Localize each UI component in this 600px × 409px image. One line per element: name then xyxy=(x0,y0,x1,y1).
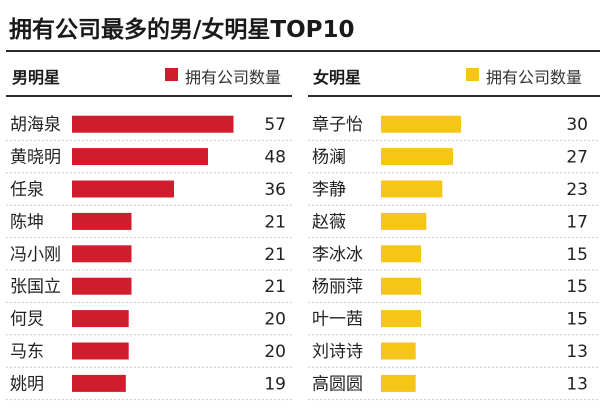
male-category-label: 黄晓明 xyxy=(10,148,61,168)
male-value-label: 36 xyxy=(264,180,286,200)
female-category-label: 刘诗诗 xyxy=(312,342,363,362)
female-bar xyxy=(381,245,421,263)
female-bar xyxy=(381,277,421,295)
female-category-label: 叶一茜 xyxy=(312,310,363,330)
female-bar xyxy=(381,342,416,360)
female-value-label: 15 xyxy=(566,277,588,297)
female-value-label: 15 xyxy=(566,245,588,265)
male-bar xyxy=(72,277,132,295)
male-value-label: 20 xyxy=(264,342,286,362)
male-bar xyxy=(72,212,132,230)
male-category-label: 马东 xyxy=(10,342,44,362)
female-value-label: 13 xyxy=(566,342,588,362)
male-header-rule xyxy=(6,95,292,97)
female-category-label: 章子怡 xyxy=(312,115,363,135)
female-value-label: 17 xyxy=(566,212,588,232)
male-category-label: 张国立 xyxy=(10,277,61,297)
male-value-label: 21 xyxy=(264,277,286,297)
female-category-label: 李冰冰 xyxy=(312,245,363,265)
male-bar xyxy=(72,374,126,392)
male-bar xyxy=(72,310,129,328)
female-value-label: 23 xyxy=(566,180,588,200)
female-bar xyxy=(381,212,427,230)
male-bar xyxy=(72,245,132,263)
male-value-label: 19 xyxy=(264,374,286,394)
male-value-label: 20 xyxy=(264,310,286,330)
female-bar xyxy=(381,148,453,166)
female-panel-header: 女明星 拥有公司数量 xyxy=(313,64,600,90)
male-value-label: 21 xyxy=(264,212,286,232)
female-legend-swatch xyxy=(466,68,479,81)
male-category-label: 胡海泉 xyxy=(10,115,61,135)
male-value-label: 21 xyxy=(264,245,286,265)
male-bar xyxy=(72,115,234,133)
female-bar xyxy=(381,180,443,198)
male-category-label: 冯小刚 xyxy=(10,245,61,265)
title-divider xyxy=(6,50,600,52)
female-value-label: 15 xyxy=(566,310,588,330)
male-category-label: 陈坤 xyxy=(10,212,44,232)
female-bar xyxy=(381,310,421,328)
female-value-label: 27 xyxy=(566,148,588,168)
female-category-label: 赵薇 xyxy=(312,212,346,232)
male-value-label: 57 xyxy=(264,115,286,135)
male-legend-swatch xyxy=(165,68,178,81)
male-bar xyxy=(72,148,208,166)
page-title: 拥有公司最多的男/女明星TOP10 xyxy=(9,17,355,43)
female-category-label: 杨澜 xyxy=(312,148,346,168)
female-category-label: 高圆圆 xyxy=(312,374,363,394)
male-value-label: 48 xyxy=(264,148,286,168)
male-category-label: 姚明 xyxy=(10,374,44,394)
female-panel-title: 女明星 xyxy=(313,68,362,87)
female-category-label: 杨丽萍 xyxy=(312,277,363,297)
female-category-label: 李静 xyxy=(312,180,346,200)
female-value-label: 13 xyxy=(566,374,588,394)
female-bar xyxy=(381,374,416,392)
female-header-rule xyxy=(308,95,600,97)
female-value-label: 30 xyxy=(566,115,588,135)
male-bar xyxy=(72,180,174,198)
male-category-label: 何炅 xyxy=(10,310,44,330)
female-legend-label: 拥有公司数量 xyxy=(486,68,583,87)
male-bar xyxy=(72,342,129,360)
male-legend-label: 拥有公司数量 xyxy=(185,68,282,87)
female-bar xyxy=(381,115,461,133)
male-category-label: 任泉 xyxy=(10,180,44,200)
male-panel-header: 男明星 拥有公司数量 xyxy=(12,64,294,90)
male-panel-title: 男明星 xyxy=(12,68,61,87)
